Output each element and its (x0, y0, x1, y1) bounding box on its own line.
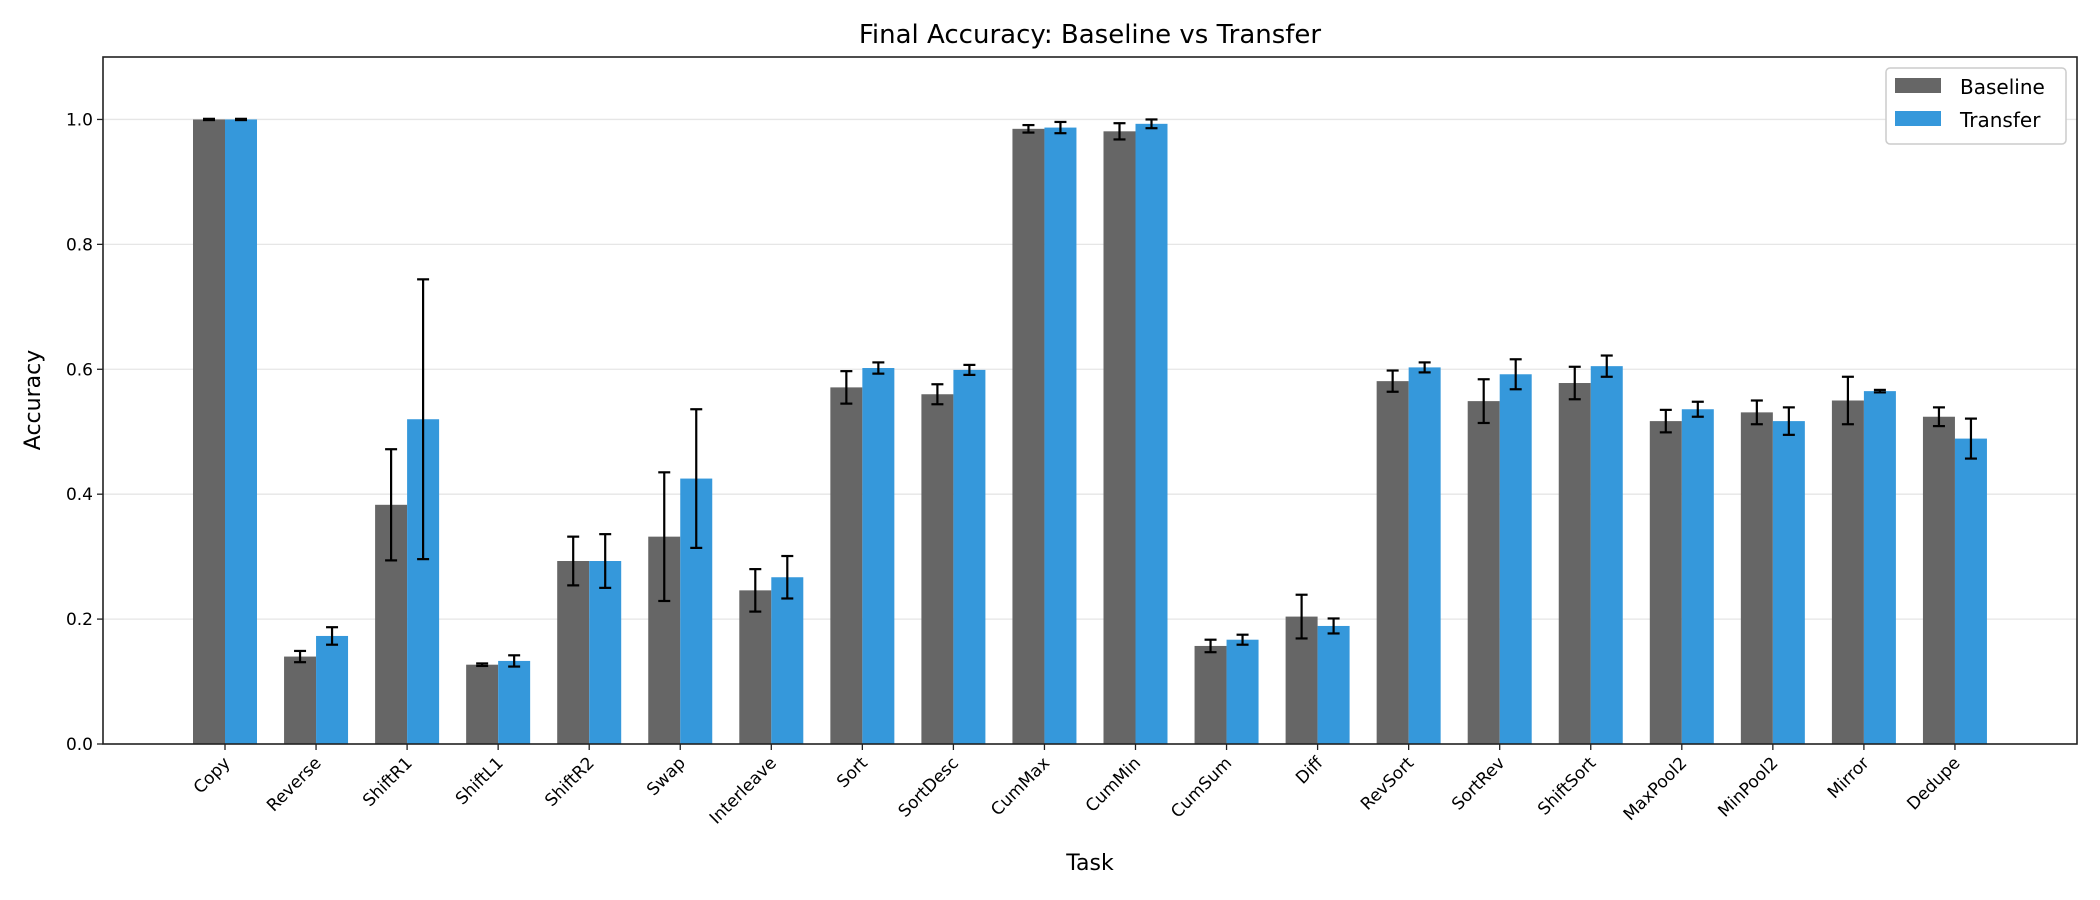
x-tick-label: Reverse (263, 753, 325, 815)
x-tick-label: Interleave (706, 753, 781, 828)
bar-transfer (1499, 374, 1532, 744)
plot-frame (102, 56, 2078, 745)
bar-transfer (771, 577, 804, 744)
x-tick-label: CumMin (1082, 753, 1145, 816)
x-tick-label: ShiftR2 (541, 753, 598, 810)
bar-transfer (1681, 409, 1714, 744)
bar-baseline (193, 119, 225, 745)
x-tick-label: SortRev (1448, 753, 1509, 814)
bar-baseline (830, 387, 863, 744)
bar-transfer (1590, 366, 1623, 744)
x-tick-label: MinPool2 (1714, 753, 1782, 821)
legend-swatch-transfer (1895, 111, 1941, 126)
x-tick-label: SortDesc (895, 753, 963, 821)
bar-transfer (1044, 127, 1077, 745)
y-tick-label: 0.6 (66, 360, 93, 380)
x-tick-label: Dedupe (1903, 753, 1964, 814)
bar-baseline (1012, 128, 1045, 744)
legend-swatch-baseline (1895, 78, 1941, 93)
x-tick-label: Swap (643, 753, 690, 800)
bar-baseline (1467, 401, 1500, 744)
x-tick-label: Copy (190, 753, 235, 798)
bar-baseline (466, 664, 499, 744)
legend-label-transfer: Transfer (1959, 108, 2041, 132)
bar-transfer (1954, 438, 1987, 744)
bar-baseline (1831, 400, 1864, 744)
x-tick-label: MaxPool2 (1620, 753, 1692, 825)
bar-transfer (953, 369, 986, 744)
y-tick-label: 0.0 (66, 735, 93, 755)
bar-baseline (1194, 645, 1227, 744)
bar-transfer (1226, 639, 1259, 744)
bar-baseline (557, 561, 590, 744)
bar-transfer (316, 635, 349, 744)
x-axis-label: Task (1065, 851, 1114, 876)
bar-transfer (589, 561, 622, 744)
bar-transfer (1317, 625, 1350, 744)
x-tick-label: Diff (1292, 752, 1328, 788)
x-tick-label: ShiftSort (1534, 753, 1600, 819)
chart-title: Final Accuracy: Baseline vs Transfer (859, 20, 1322, 50)
legend: Baseline Transfer (1885, 67, 2067, 145)
bar-baseline (1376, 381, 1409, 744)
x-tick-label: ShiftR1 (359, 753, 416, 810)
x-tick-label: Sort (833, 753, 872, 792)
x-tick-label: CumMax (987, 753, 1054, 820)
bar-transfer (1863, 391, 1896, 744)
bar-baseline (739, 590, 772, 744)
bar-baseline (1558, 383, 1591, 744)
bar-transfer (1135, 123, 1168, 745)
bar-baseline (1103, 131, 1136, 744)
y-tick-label: 0.4 (66, 485, 93, 505)
x-tick-label: Mirror (1824, 753, 1874, 803)
y-axis-label: Accuracy (21, 350, 46, 450)
bar-transfer (498, 660, 531, 744)
bar-baseline (1922, 416, 1955, 744)
y-tick-label: 1.0 (66, 110, 93, 130)
legend-label-baseline: Baseline (1960, 75, 2045, 99)
bar-baseline (921, 394, 954, 744)
bar-baseline (1740, 412, 1773, 744)
bar-transfer (862, 368, 895, 744)
bar-baseline (284, 656, 317, 744)
y-tick-label: 0.8 (66, 235, 93, 255)
bar-transfer (1408, 367, 1441, 744)
x-tick-label: ShiftL1 (452, 753, 508, 809)
x-tick-label: RevSort (1357, 753, 1418, 814)
bar-transfer (1772, 421, 1805, 744)
x-tick-label: CumSum (1167, 753, 1236, 822)
bar-baseline (1649, 421, 1682, 744)
bar-transfer (225, 119, 257, 745)
y-tick-label: 0.2 (66, 610, 93, 630)
